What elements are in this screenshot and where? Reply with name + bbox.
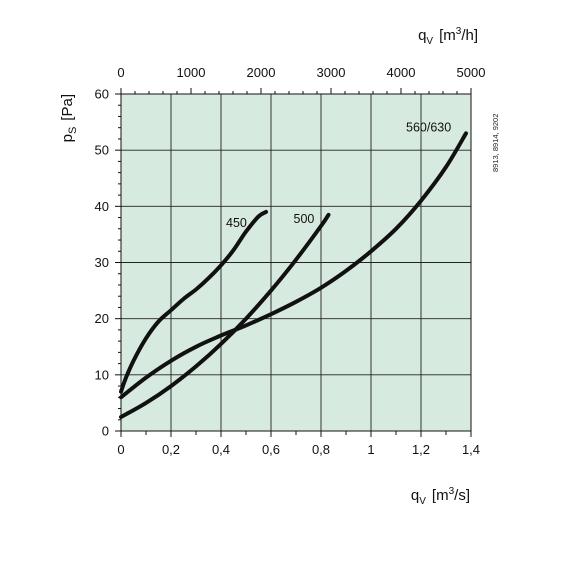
y-tick-label: 40 — [95, 199, 109, 214]
y-axis-label: pS [Pa] — [59, 94, 79, 142]
reference-note: 8913, 8914, 9202 — [491, 114, 500, 172]
top-axis-label-unit-post: /h] — [461, 27, 478, 44]
x-tick-label: 0,6 — [262, 442, 280, 457]
x2-tick-label: 4000 — [387, 65, 416, 80]
y-axis-label-sub: S — [67, 127, 79, 134]
x-tick-label: 0 — [117, 442, 124, 457]
y-tick-label: 50 — [95, 143, 109, 158]
x-axis-label-sub: V — [419, 496, 426, 507]
ticks — [115, 88, 472, 437]
x-tick-label: 0,8 — [312, 442, 330, 457]
x2-tick-label: 0 — [117, 65, 124, 80]
x-axis-label-base: q — [411, 487, 419, 504]
series-label: 450 — [226, 216, 247, 230]
y-axis-label-base: p — [59, 134, 76, 142]
y-tick-label: 0 — [102, 424, 109, 439]
series-group — [119, 131, 468, 419]
x-axis-label-unit-post: /s] — [454, 487, 470, 504]
x-axis-label-unit: [m — [432, 487, 449, 504]
top-axis-label-sub: V — [426, 36, 433, 47]
x-tick-label: 0,4 — [212, 442, 230, 457]
x-tick-label: 0,2 — [162, 442, 180, 457]
series-curve-560-630 — [119, 131, 468, 400]
x-axis-label: qV [m3/s] — [411, 486, 470, 507]
x-axis-label-sup: 3 — [449, 486, 455, 497]
tick-labels: 0 0,2 0,4 0,6 0,8 1 1,2 1,4 0 10 20 30 40 50 60 0 1000 20… — [95, 65, 486, 457]
x2-tick-label: 3000 — [317, 65, 346, 80]
x-tick-label: 1 — [367, 442, 374, 457]
top-axis-label: qV [m3/h] — [418, 26, 478, 47]
top-axis-label-base: q — [418, 27, 426, 44]
y-tick-label: 10 — [95, 367, 109, 382]
y-axis-label-unit: [Pa] — [59, 94, 76, 121]
x-tick-label: 1,2 — [412, 442, 430, 457]
y-tick-label: 20 — [95, 311, 109, 326]
y-tick-label: 30 — [95, 255, 109, 270]
x2-tick-label: 5000 — [457, 65, 486, 80]
series-label: 560/630 — [406, 120, 451, 134]
x-tick-label: 1,4 — [462, 442, 480, 457]
series-labels: 450 500 560/630 — [226, 120, 451, 230]
x2-tick-label: 2000 — [247, 65, 276, 80]
series-label: 500 — [294, 212, 315, 226]
series-curve-450 — [119, 209, 268, 394]
x2-tick-label: 1000 — [177, 65, 206, 80]
top-axis-label-sup: 3 — [456, 26, 462, 37]
y-tick-label: 60 — [95, 87, 109, 102]
top-axis-label-unit: [m — [439, 27, 456, 44]
